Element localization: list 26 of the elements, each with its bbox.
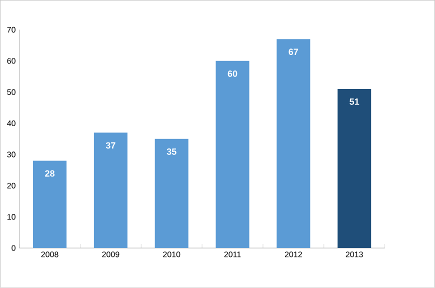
y-tick-label: 20 bbox=[7, 182, 16, 189]
data-label: 35 bbox=[166, 148, 176, 155]
y-tick-label: 50 bbox=[7, 89, 16, 96]
data-label: 60 bbox=[228, 70, 238, 77]
y-tick-label: 60 bbox=[7, 58, 16, 64]
bar bbox=[94, 132, 128, 248]
bar bbox=[276, 39, 310, 248]
x-tick-label: 2012 bbox=[284, 252, 302, 258]
x-tick-label: 2011 bbox=[224, 252, 241, 258]
x-tick-label: 2010 bbox=[163, 252, 180, 258]
y-tick-label: 70 bbox=[7, 27, 16, 33]
y-tick-label: 40 bbox=[7, 120, 16, 126]
x-tick-label: 2013 bbox=[346, 252, 363, 258]
x-tick-label: 2008 bbox=[41, 252, 58, 258]
data-label: 67 bbox=[288, 48, 298, 56]
bar bbox=[33, 160, 67, 248]
bar bbox=[338, 89, 372, 248]
y-tick-label: 0 bbox=[12, 245, 16, 251]
data-label: 37 bbox=[106, 142, 116, 149]
data-label: 28 bbox=[45, 170, 55, 177]
y-tick-label: 10 bbox=[7, 214, 16, 220]
y-tick-label: 30 bbox=[7, 152, 16, 158]
data-label: 51 bbox=[350, 98, 360, 105]
bar bbox=[154, 138, 188, 248]
bar bbox=[216, 61, 250, 248]
x-tick-label: 2009 bbox=[102, 252, 120, 258]
